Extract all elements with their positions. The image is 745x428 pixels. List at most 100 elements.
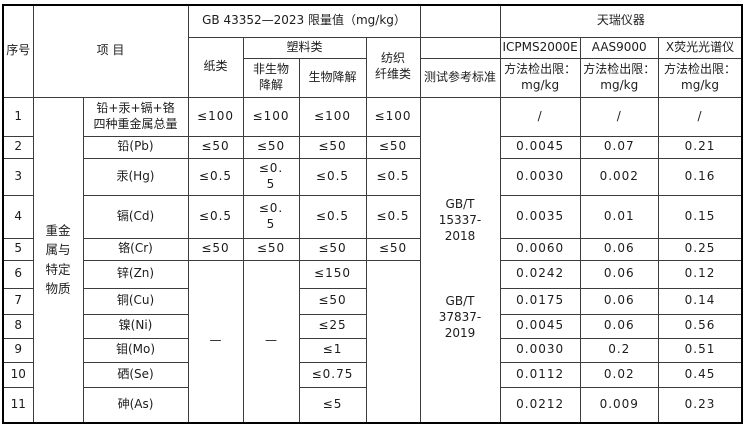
item-name: 铬(Cr) — [82, 237, 189, 261]
row-number: 10 — [2, 361, 34, 388]
instrument-brand-header: 天瑞仪器 — [499, 4, 743, 38]
nonbio-merged-dash: — — [242, 259, 300, 424]
bio-limit: ≤50 — [298, 287, 367, 315]
row-number: 7 — [2, 287, 34, 315]
row-number: 1 — [2, 96, 34, 137]
icpms-detection-value: 0.0045 — [499, 313, 581, 339]
icpms-detection-value: 0.0060 — [499, 237, 581, 261]
nonbio-limit: ≤0.5 — [242, 157, 300, 196]
bio-limit: ≤25 — [298, 313, 367, 339]
icpms-detection-value: 0.0112 — [499, 361, 581, 388]
item-name: 镍(Ni) — [82, 313, 189, 339]
table-row: 5 铬(Cr) ≤50 ≤50 ≤50 ≤50 0.0060 0.06 0.25 — [2, 237, 743, 261]
xrf-detection-value: 0.51 — [657, 337, 743, 363]
instrument-icpms-header: ICPMS2000E — [499, 36, 581, 59]
paper-limit: ≤0.5 — [187, 157, 244, 196]
bio-limit: ≤100 — [298, 96, 367, 137]
detection-limit-header-xrf: 方法检出限： mg/kg — [657, 57, 743, 98]
aas-detection-value: 0.02 — [579, 361, 659, 388]
table-row: 6 锌(Zn) — — ≤150 0.0242 0.06 0.12 — [2, 259, 743, 424]
test-standard-column-header: 测试参考标准 — [419, 57, 501, 98]
seq-column-header: 序号 — [2, 4, 34, 98]
paper-column-header: 纸类 — [187, 36, 244, 98]
textile-limit: ≤0.5 — [365, 157, 421, 196]
instrument-xrf-header: X荧光光谱仪 — [657, 36, 743, 59]
icpms-detection-value: 0.0035 — [499, 194, 581, 239]
item-column-header: 项 目 — [32, 4, 189, 98]
bio-limit: ≤0.5 — [298, 194, 367, 239]
plastics-column-header: 塑料类 — [242, 36, 367, 59]
xrf-detection-value: 0.25 — [657, 237, 743, 261]
paper-limit: ≤100 — [187, 96, 244, 137]
header-row-1: 序号 项 目 GB 43352—2023 限量值（mg/kg） 天瑞仪器 — [2, 4, 743, 98]
aas-detection-value: 0.06 — [579, 237, 659, 261]
aas-detection-value: 0.06 — [579, 313, 659, 339]
xrf-detection-value: 0.23 — [657, 386, 743, 424]
textile-column-header: 纺织 纤维类 — [365, 36, 421, 98]
bio-limit: ≤50 — [298, 237, 367, 261]
bio-limit: ≤150 — [298, 259, 367, 289]
header-row-3: 非生物 降解 生物降解 测试参考标准 方法检出限： mg/kg 方法检出限： m… — [3, 57, 743, 98]
table-row: 8 镍(Ni) ≤25 0.0045 0.06 0.56 — [2, 313, 743, 339]
aas-detection-value: 0.06 — [579, 259, 659, 289]
nonbio-limit: ≤50 — [242, 237, 300, 261]
empty-header-cell — [419, 36, 501, 59]
textile-limit: ≤50 — [365, 237, 421, 261]
table-row: 1 重金 属与 特定 物质 铅+汞+镉+铬 四种重金属总量 ≤100 ≤100 … — [2, 96, 743, 424]
test-standard-ref-1: GB/T 15337- 2018 — [438, 196, 482, 243]
icpms-detection-value: 0.0045 — [499, 135, 581, 159]
xrf-detection-value: 0.15 — [657, 194, 743, 239]
icpms-detection-value: 0.0175 — [499, 287, 581, 315]
category-label: 重金 属与 特定 物质 — [32, 96, 84, 424]
item-name: 铅(Pb) — [82, 135, 189, 159]
aas-detection-value: 0.07 — [579, 135, 659, 159]
nonbio-limit: ≤0.5 — [242, 194, 300, 239]
table-row: 3 汞(Hg) ≤0.5 ≤0.5 ≤0.5 ≤0.5 0.0030 0.002… — [2, 157, 743, 196]
paper-limit: ≤0.5 — [187, 194, 244, 239]
row-number: 3 — [2, 157, 34, 196]
table-row: 10 硒(Se) ≤0.75 0.0112 0.02 0.45 — [2, 361, 743, 388]
aas-detection-value: 0.2 — [579, 337, 659, 363]
xrf-detection-value: 0.12 — [657, 259, 743, 289]
textile-limit: ≤50 — [365, 135, 421, 159]
limits-table: 序号 项 目 GB 43352—2023 限量值（mg/kg） 天瑞仪器 纸类 … — [2, 4, 744, 424]
row-number: 8 — [2, 313, 34, 339]
item-name: 锌(Zn) — [82, 259, 189, 289]
bio-limit: ≤0.5 — [298, 157, 367, 196]
icpms-detection-value: 0.0030 — [499, 157, 581, 196]
item-name: 铜(Cu) — [82, 287, 189, 315]
textile-limit: ≤0.5 — [365, 194, 421, 239]
row-number: 11 — [2, 386, 34, 424]
paper-merged-dash: — — [187, 259, 244, 424]
xrf-detection-value: / — [657, 96, 743, 137]
table-row: 4 镉(Cd) ≤0.5 ≤0.5 ≤0.5 ≤0.5 0.0035 0.01 … — [2, 194, 743, 239]
xrf-detection-value: 0.14 — [657, 287, 743, 315]
aas-detection-value: / — [579, 96, 659, 137]
xrf-detection-value: 0.16 — [657, 157, 743, 196]
aas-detection-value: 0.002 — [579, 157, 659, 196]
icpms-detection-value: 0.0030 — [499, 337, 581, 363]
test-standard-cell: GB/T 15337- 2018 GB/T 37837- 2019 — [419, 96, 501, 424]
xrf-detection-value: 0.21 — [657, 135, 743, 159]
item-name: 砷(As) — [82, 386, 189, 424]
item-name: 钼(Mo) — [82, 337, 189, 363]
table-row: 11 砷(As) ≤5 0.0212 0.009 0.23 — [2, 386, 743, 424]
detection-limit-header-aas: 方法检出限： mg/kg — [579, 57, 659, 98]
empty-header-cell — [419, 4, 501, 38]
row-number: 4 — [2, 194, 34, 239]
paper-limit: ≤50 — [187, 135, 244, 159]
bio-limit: ≤50 — [298, 135, 367, 159]
xrf-detection-value: 0.45 — [657, 361, 743, 388]
bio-limit: ≤0.75 — [298, 361, 367, 388]
row-number: 6 — [2, 259, 34, 289]
nonbio-column-header: 非生物 降解 — [242, 57, 300, 98]
detection-limit-header-icpms: 方法检出限： mg/kg — [499, 57, 581, 98]
icpms-detection-value: 0.0212 — [499, 386, 581, 424]
table-row: 2 铅(Pb) ≤50 ≤50 ≤50 ≤50 0.0045 0.07 0.21 — [2, 135, 743, 159]
paper-limit: ≤50 — [187, 237, 244, 261]
icpms-detection-value: 0.0242 — [499, 259, 581, 289]
test-standard-ref-2: GB/T 37837- 2019 — [438, 294, 482, 340]
item-name: 镉(Cd) — [82, 194, 189, 239]
item-name: 铅+汞+镉+铬 四种重金属总量 — [82, 96, 189, 137]
item-name: 硒(Se) — [82, 361, 189, 388]
